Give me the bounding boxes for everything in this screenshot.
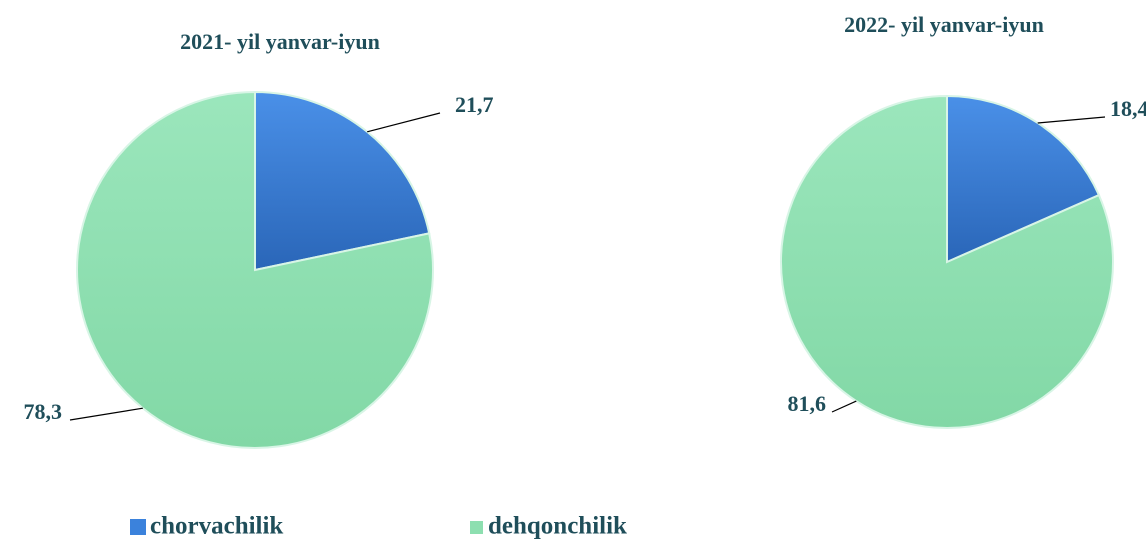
data-label: 18,4 bbox=[1110, 96, 1146, 121]
chart-title: 2021- yil yanvar-iyun bbox=[180, 29, 380, 54]
chart-title: 2022- yil yanvar-iyun bbox=[844, 12, 1044, 37]
pie-slice bbox=[76, 90, 434, 449]
leader-line bbox=[367, 112, 441, 133]
legend-swatch bbox=[470, 521, 483, 534]
leader-line bbox=[831, 400, 857, 413]
legend-swatch bbox=[130, 519, 146, 535]
leader-line bbox=[1037, 116, 1106, 124]
legend-label: dehqonchilik bbox=[488, 513, 627, 540]
legend-label: chorvachilik bbox=[150, 513, 283, 540]
data-label: 81,6 bbox=[788, 391, 827, 416]
leader-line bbox=[69, 407, 143, 421]
pie-slice bbox=[254, 90, 431, 272]
data-label: 78,3 bbox=[24, 399, 63, 424]
data-label: 21,7 bbox=[455, 92, 494, 117]
